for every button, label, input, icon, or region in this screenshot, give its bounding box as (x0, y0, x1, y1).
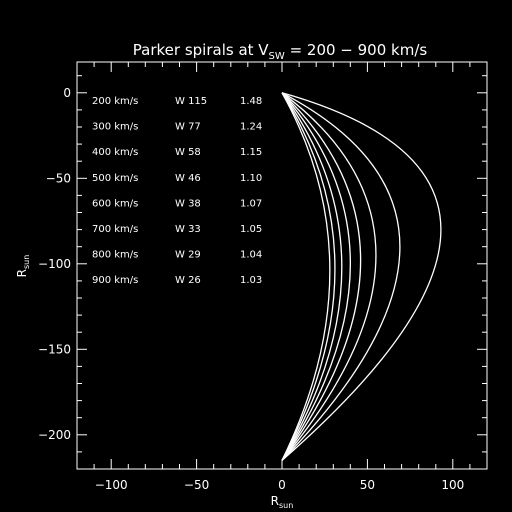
y-tick-label: −200 (38, 428, 71, 442)
spiral-line-400-kms (281, 92, 377, 461)
annotation-speed: 700 km/s (92, 224, 138, 235)
annotation-speed: 800 km/s (92, 250, 138, 261)
annotation-ratio: 1.04 (240, 250, 262, 261)
chart-title-main: Parker spirals at V (133, 41, 270, 59)
annotation-speed: 600 km/s (92, 198, 138, 209)
annotation-ratio: 1.24 (240, 122, 262, 133)
spiral-line-200-kms (281, 92, 442, 461)
spiral-series-group (281, 92, 442, 461)
chart-title-rest: = 200 − 900 km/s (285, 41, 428, 59)
annotation-ratio: 1.48 (240, 96, 262, 107)
annotation-angle: W 38 (175, 198, 201, 209)
spiral-line-600-kms (281, 92, 351, 461)
spiral-line-800-kms (281, 92, 336, 461)
x-axis-label: Rsun (271, 494, 294, 510)
y-axis-label-subscript: sun (22, 255, 31, 269)
annotation-speed: 500 km/s (92, 173, 138, 184)
y-axis-label: Rsun (15, 255, 31, 278)
chart-title: Parker spirals at VSW = 200 − 900 km/s (133, 41, 428, 62)
y-tick-label: −100 (38, 257, 71, 271)
x-tick-label: −50 (184, 478, 209, 492)
x-tick-label: 100 (441, 478, 464, 492)
x-axis-label-subscript: sun (279, 501, 293, 510)
y-tick-label: 0 (63, 86, 71, 100)
y-axis-label-main: R (15, 269, 29, 277)
annotation-ratio: 1.03 (240, 275, 262, 286)
y-tick-label: −150 (38, 342, 71, 356)
annotation-ratio: 1.05 (240, 224, 262, 235)
annotation-speed: 200 km/s (92, 96, 138, 107)
annotation-speed: 300 km/s (92, 122, 138, 133)
chart-title-subscript: SW (269, 51, 285, 62)
annotation-speed: 400 km/s (92, 147, 138, 158)
annotation-angle: W 33 (175, 224, 201, 235)
spiral-line-700-kms (281, 92, 343, 461)
annotation-speed: 900 km/s (92, 275, 138, 286)
x-tick-label: −100 (95, 478, 128, 492)
annotation-angle: W 115 (175, 96, 207, 107)
annotation-ratio: 1.10 (240, 173, 262, 184)
annotation-angle: W 77 (175, 122, 201, 133)
annotation-angle: W 26 (175, 275, 201, 286)
plot-frame (76, 61, 488, 470)
x-axis-label-main: R (271, 494, 279, 508)
x-tick-label: 0 (278, 478, 286, 492)
axis-ticks (77, 62, 487, 469)
annotation-ratio: 1.07 (240, 198, 262, 209)
spiral-line-500-kms (281, 92, 362, 461)
annotation-angle: W 29 (175, 250, 201, 261)
annotation-angle: W 58 (175, 147, 201, 158)
annotation-table: 200 km/s W 115 1.48 300 km/s W 77 1.24 400 km/… (92, 96, 262, 286)
axis-tick-labels: −100 −50 0 50 100 0 −50 −100 −150 −200 (38, 86, 464, 492)
annotation-ratio: 1.15 (240, 147, 262, 158)
spiral-line-300-kms (281, 92, 401, 461)
y-tick-label: −50 (46, 171, 71, 185)
x-tick-label: 50 (360, 478, 375, 492)
annotation-angle: W 46 (175, 173, 201, 184)
spiral-line-900-kms (281, 92, 331, 461)
